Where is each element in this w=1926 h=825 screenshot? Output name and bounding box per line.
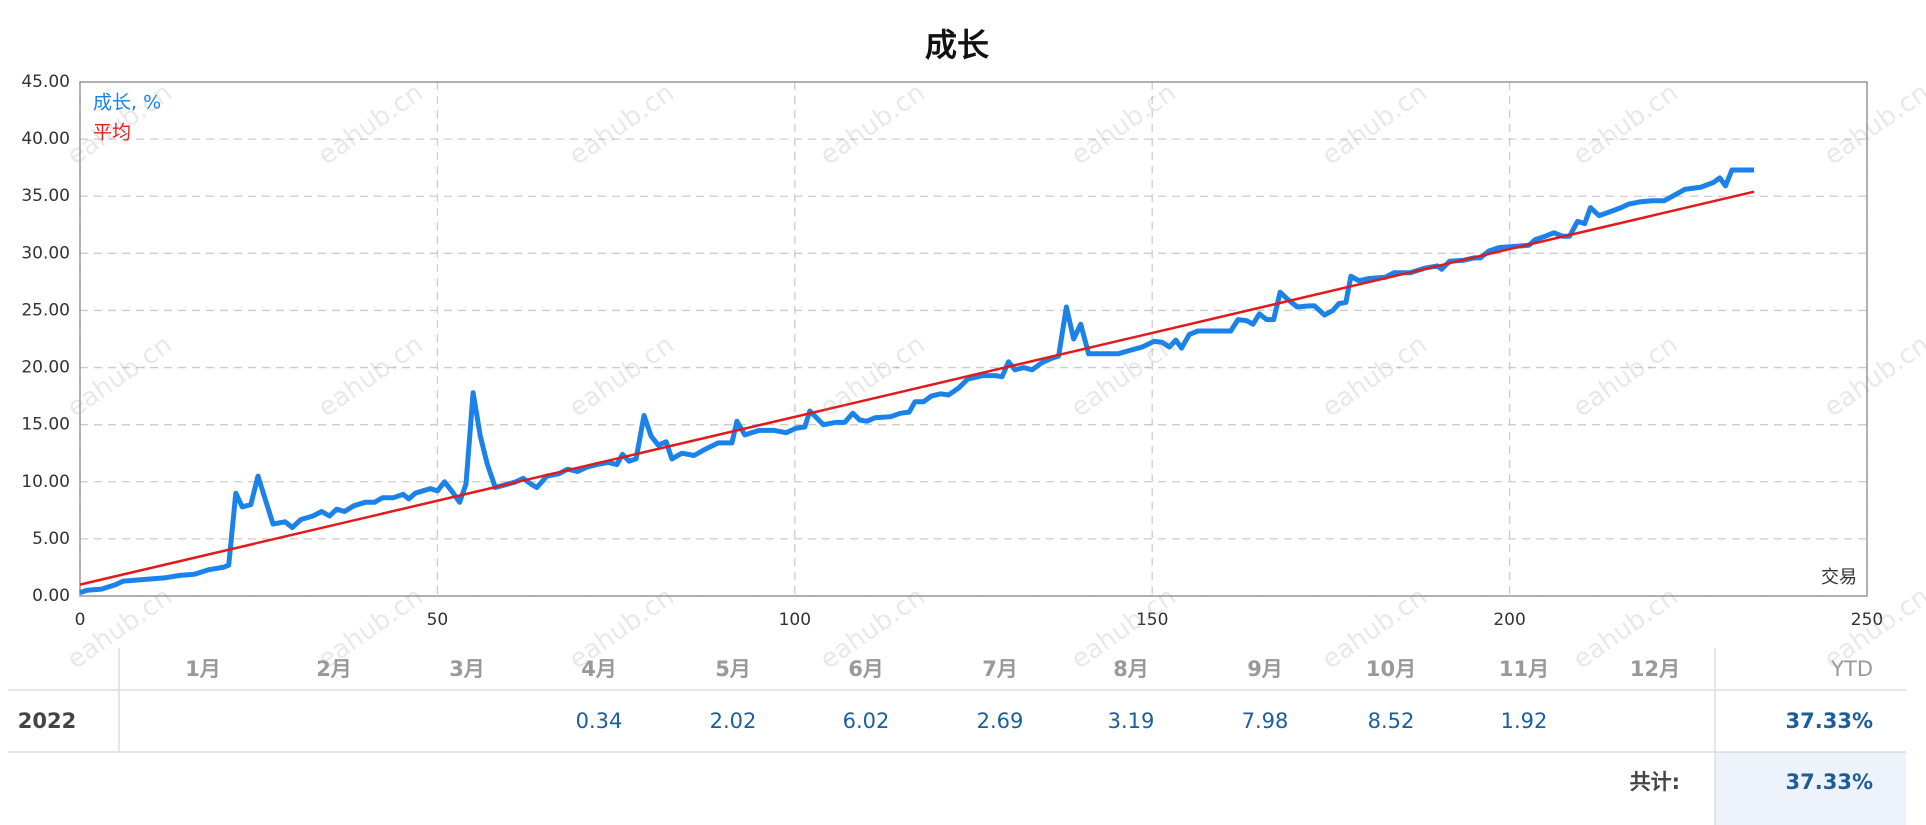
x-tick-label: 0 <box>75 610 86 630</box>
watermark: eahub.cn <box>1819 78 1926 172</box>
month-header: 12月 <box>1630 657 1680 681</box>
x-tick-label: 100 <box>779 610 811 630</box>
y-tick-label: 5.00 <box>32 529 70 549</box>
x-tick-label: 50 <box>427 610 449 630</box>
month-header: 8月 <box>1113 657 1149 681</box>
legend-entry: 平均 <box>93 122 131 144</box>
month-header: 4月 <box>581 657 617 681</box>
month-header: 6月 <box>848 657 884 681</box>
plot-frame <box>79 81 1868 597</box>
month-header: 9月 <box>1247 657 1283 681</box>
y-tick-label: 0.00 <box>32 586 70 606</box>
month-header: 3月 <box>449 657 485 681</box>
x-tick-label: 200 <box>1493 610 1525 630</box>
watermark: eahub.cn <box>564 78 680 172</box>
y-tick-label: 40.00 <box>21 129 70 149</box>
x-tick-label: 150 <box>1136 610 1168 630</box>
row-ytd: 37.33% <box>1786 709 1873 733</box>
watermark: eahub.cn <box>1568 78 1684 172</box>
watermark: eahub.cn <box>1066 78 1182 172</box>
y-tick-label: 30.00 <box>21 243 70 263</box>
y-tick-label: 25.00 <box>21 300 70 320</box>
watermark: eahub.cn <box>62 330 178 424</box>
total-label: 共计: <box>1630 770 1680 794</box>
series-line <box>79 190 1755 586</box>
month-value: 0.34 <box>576 709 623 733</box>
month-header: 1月 <box>185 657 221 681</box>
month-value: 6.02 <box>843 709 890 733</box>
month-header: 10月 <box>1366 657 1416 681</box>
x-axis-label: 交易 <box>1821 567 1857 588</box>
y-tick-label: 10.00 <box>21 472 70 492</box>
watermark: eahub.cn <box>815 78 931 172</box>
month-value: 2.69 <box>977 709 1024 733</box>
chart-title: 成长 <box>925 26 989 64</box>
x-tick-label: 250 <box>1851 610 1883 630</box>
row-year: 2022 <box>18 709 76 733</box>
month-value: 8.52 <box>1368 709 1415 733</box>
watermark: eahub.cn <box>564 330 680 424</box>
y-tick-label: 20.00 <box>21 358 70 378</box>
month-header: 11月 <box>1499 657 1549 681</box>
month-value: 3.19 <box>1108 709 1155 733</box>
watermark: eahub.cn <box>1819 330 1926 424</box>
watermark: eahub.cn <box>1568 330 1684 424</box>
y-tick-label: 35.00 <box>21 186 70 206</box>
month-header: 7月 <box>982 657 1018 681</box>
watermark: eahub.cn <box>1317 78 1433 172</box>
legend-entry: 成长, % <box>93 92 161 114</box>
series-line <box>79 167 1755 595</box>
watermark: eahub.cn <box>313 78 429 172</box>
ytd-header: YTD <box>1830 657 1873 681</box>
watermark: eahub.cn <box>313 330 429 424</box>
watermark: eahub.cn <box>1066 330 1182 424</box>
month-value: 7.98 <box>1242 709 1289 733</box>
total-cell-bg <box>1715 752 1906 825</box>
total-value: 37.33% <box>1786 770 1873 794</box>
y-tick-label: 45.00 <box>21 72 70 92</box>
y-tick-label: 15.00 <box>21 415 70 435</box>
month-value: 1.92 <box>1501 709 1548 733</box>
month-header: 5月 <box>715 657 751 681</box>
month-header: 2月 <box>316 657 352 681</box>
month-value: 2.02 <box>710 709 757 733</box>
watermark: eahub.cn <box>1317 330 1433 424</box>
